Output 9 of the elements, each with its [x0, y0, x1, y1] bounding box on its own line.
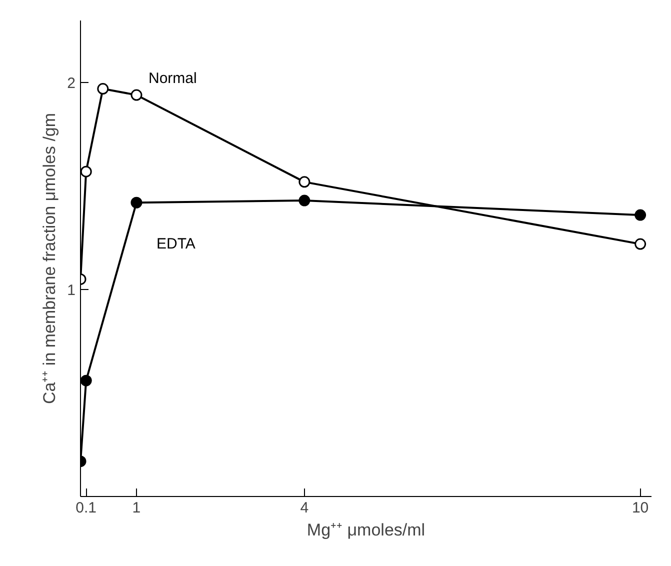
series-label: Normal	[148, 70, 197, 88]
x-tick-label: 0.1	[76, 500, 97, 516]
y-axis-title: Ca⁺⁺ in membrane fraction μmoles /gm	[40, 112, 60, 404]
x-tick-label: 1	[132, 500, 141, 516]
x-axis-title: Mg⁺⁺ μmoles/ml	[306, 520, 426, 540]
x-tick-label: 4	[300, 500, 309, 516]
series-label: EDTA	[156, 236, 196, 253]
y-tick-label: 2	[67, 75, 76, 92]
x-tick-label: 10	[632, 500, 649, 516]
